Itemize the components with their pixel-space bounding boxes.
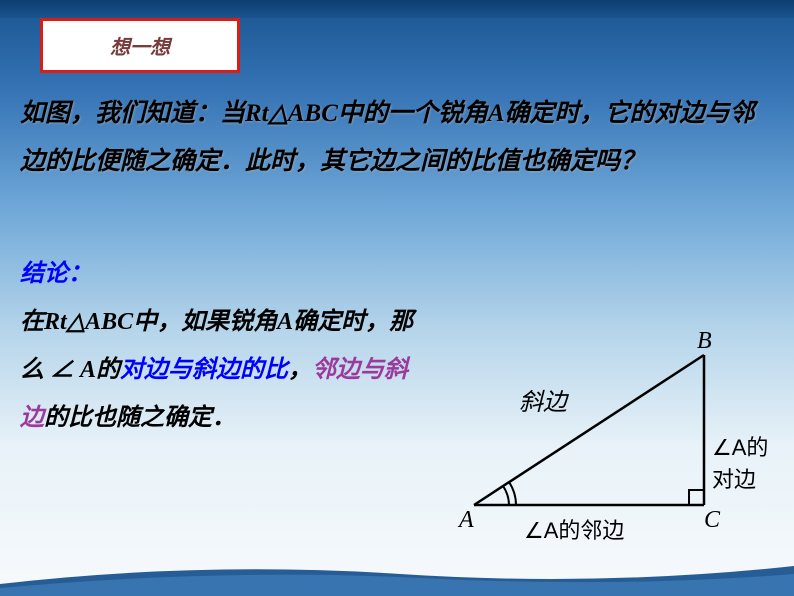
vertex-c: C [704,507,720,534]
conclusion-heading: 结论： [20,261,92,287]
adjacent-label: ∠A的邻边 [524,513,624,545]
bottom-curve [0,556,794,596]
vertex-b: B [697,328,712,355]
opposite-label: ∠A的对边 [712,430,772,494]
top-band [0,0,794,18]
conclusion-part3: ， [288,357,312,383]
callout-title: 想一想 [110,31,170,60]
highlight-opposite-hyp: 对边与斜边的比 [120,357,288,383]
vertex-a: A [459,507,474,534]
conclusion-part2: A的 [74,357,120,383]
conclusion-block: 结论： 在Rt△ABC中，如果锐角A确定时，那么 ∠ A的对边与斜边的比，邻边与… [20,250,430,442]
hypotenuse-label: 斜边 [519,382,567,417]
triangle-diagram: B A C 斜边 ∠A的对边 ∠A的邻边 [414,320,774,570]
callout-box: 想一想 [40,18,240,73]
angle-symbol: ∠ [50,357,74,383]
question-text: 如图，我们知道：当Rt△ABC中的一个锐角A确定时，它的对边与邻边的比便随之确定… [20,90,774,185]
conclusion-part4: 的比也随之确定． [44,405,236,431]
